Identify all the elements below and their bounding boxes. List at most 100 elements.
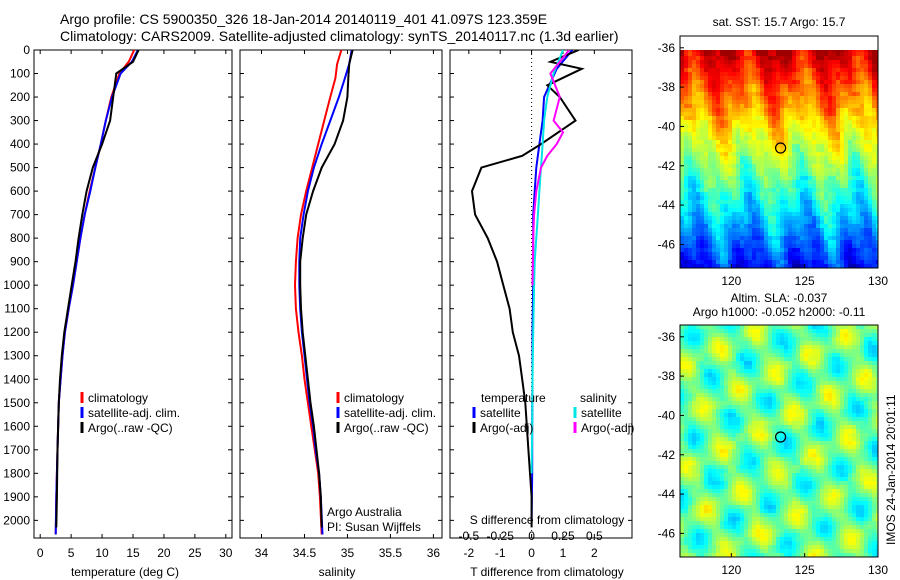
tdiff-axis-label: T difference from climatology: [470, 565, 624, 579]
difference-series-line-3: [531, 50, 570, 286]
depth-tick-label: 1200: [3, 325, 30, 339]
sst-map-frame: [679, 35, 879, 269]
tdiff-x-tick-label: 1: [560, 546, 567, 560]
salinity-axis-label: salinity: [319, 565, 356, 579]
temperature-panel-frame: [33, 49, 233, 539]
tdiff-x-tick-label: 0: [528, 546, 535, 560]
temperature-x-tick-label: 5: [68, 546, 75, 560]
sdiff-x-tick-label: 0: [528, 529, 535, 543]
sla-map-lon-tick-label: 125: [795, 563, 815, 577]
diff-legend-entry-label: satellite: [480, 406, 521, 420]
maps-group: 120 125 130 -36 -38 -40 -42 -44 -46 sat. SST: 15.…: [658, 15, 889, 577]
sst-map-lat-tick-label: -46: [658, 237, 676, 251]
temperature-x-tick-label: 15: [126, 546, 140, 560]
sst-map-argo-position-marker: [774, 142, 787, 154]
depth-tick-label: 400: [10, 137, 30, 151]
difference-series-line-2: [530, 50, 564, 474]
salinity-x-tick-label: 34.5: [293, 546, 317, 560]
temperature-x-tick-label: 20: [157, 546, 171, 560]
diff-legend-entry-label: Argo(-adj): [581, 421, 634, 435]
diff-legend-salinity-heading: salinity: [580, 391, 617, 405]
depth-tick-label: 1300: [3, 349, 30, 363]
credit-line2: PI: Susan Wijffels: [327, 520, 421, 534]
sla-map-lat-tick-label: -44: [658, 487, 676, 501]
temperature-axis-label: temperature (deg C): [71, 565, 179, 579]
salinity-x-tick-label: 36: [427, 546, 441, 560]
temperature-x-tick-label: 0: [37, 546, 44, 560]
depth-tick-label: 100: [10, 67, 30, 81]
imos-sidebar-text: IMOS 24-Jan-2014 20:01:11: [884, 394, 898, 545]
temperature-legend-entry-label: climatology: [88, 391, 148, 405]
difference-panel-frame: [449, 49, 633, 539]
salinity-legend-entry-label: Argo(..raw -QC): [344, 421, 429, 435]
depth-tick-label: 800: [10, 231, 30, 245]
sla-map-lat-tick-label: -38: [658, 369, 676, 383]
sla-map-lat-tick-label: -42: [658, 448, 676, 462]
temperature-series-line-0: [54, 50, 136, 535]
sdiff-x-tick-label: 0.5: [586, 529, 603, 543]
sst-map-lat-tick-label: -38: [658, 80, 676, 94]
tdiff-x-tick-label: 2: [591, 546, 598, 560]
sdiff-x-tick-label: -0.25: [487, 529, 515, 543]
sla-map-field: [680, 325, 878, 557]
temperature-series-line-2: [55, 50, 140, 528]
figure-title-line2: Climatology: CARS2009. Satellite-adjuste…: [60, 28, 619, 44]
sst-map-lat-tick-label: -40: [658, 119, 676, 133]
sla-map-lon-tick-label: 120: [721, 563, 741, 577]
tdiff-x-tick-label: -1: [495, 546, 506, 560]
salinity-x-tick-label: 34: [255, 546, 269, 560]
sdiff-x-tick-label: 0.25: [551, 529, 575, 543]
sla-map-title-line2: Argo h1000: -0.052 h2000: -0.11: [693, 305, 866, 319]
salinity-legend-entry-label: climatology: [344, 391, 404, 405]
sst-map-title: sat. SST: 15.7 Argo: 15.7: [713, 15, 846, 29]
depth-tick-label: 700: [10, 208, 30, 222]
sst-map-lat-tick-label: -42: [658, 159, 676, 173]
tdiff-x-tick-label: -2: [463, 546, 474, 560]
sdiff-x-tick-label: -0.5: [458, 529, 479, 543]
temperature-series-line-1: [54, 50, 139, 535]
sla-map-argo-position-marker: [774, 431, 787, 443]
depth-tick-label: 1600: [3, 419, 30, 433]
depth-tick-label: 1400: [3, 372, 30, 386]
sla-map-title-line1: Altim. SLA: -0.037: [731, 291, 828, 305]
salinity-series-line-0: [293, 50, 343, 535]
depth-tick-label: 500: [10, 161, 30, 175]
sst-map-field: [680, 50, 878, 268]
credit-line1: Argo Australia: [327, 505, 402, 519]
sst-map-lon-tick-label: 130: [868, 274, 888, 288]
depth-tick-label: 0: [23, 43, 30, 57]
sdiff-axis-label: S difference from climatology: [470, 513, 625, 527]
sla-map-frame: [679, 324, 879, 558]
depth-tick-label: 1700: [3, 443, 30, 457]
diff-legend-entry-label: satellite: [581, 406, 622, 420]
depth-tick-label: 1900: [3, 490, 30, 504]
depth-tick-label: 2000: [3, 513, 30, 527]
temperature-x-tick-label: 30: [219, 546, 233, 560]
salinity-panel-frame: [239, 49, 443, 539]
sst-map-lon-tick-label: 125: [795, 274, 815, 288]
sst-map-lat-tick-label: -36: [658, 41, 676, 55]
depth-tick-label: 1500: [3, 396, 30, 410]
diff-legend-temperature-heading: temperature: [481, 391, 546, 405]
depth-tick-label: 900: [10, 255, 30, 269]
sla-map-lon-tick-label: 130: [868, 563, 888, 577]
depth-tick-label: 600: [10, 184, 30, 198]
difference-series-line-1: [470, 50, 585, 528]
sst-map-lon-tick-label: 120: [721, 274, 741, 288]
depth-tick-label: 1100: [4, 302, 30, 316]
salinity-legend-entry-label: satellite-adj. clim.: [344, 406, 436, 420]
depth-tick-label: 1000: [3, 278, 30, 292]
temperature-legend-entry-label: Argo(..raw -QC): [88, 421, 173, 435]
depth-tick-label: 200: [10, 90, 30, 104]
salinity-x-tick-label: 35.5: [379, 546, 403, 560]
sst-map-lat-tick-label: -44: [658, 198, 676, 212]
sla-map-lat-tick-label: -36: [658, 330, 676, 344]
temperature-x-tick-label: 10: [95, 546, 109, 560]
profile-panels: 0100200300400500600700800900100011001200…: [3, 43, 634, 579]
sla-map-lat-tick-label: -46: [658, 526, 676, 540]
temperature-x-tick-label: 25: [188, 546, 202, 560]
salinity-x-tick-label: 35: [341, 546, 355, 560]
salinity-series-line-1: [298, 50, 353, 535]
temperature-legend-entry-label: satellite-adj. clim.: [88, 406, 180, 420]
